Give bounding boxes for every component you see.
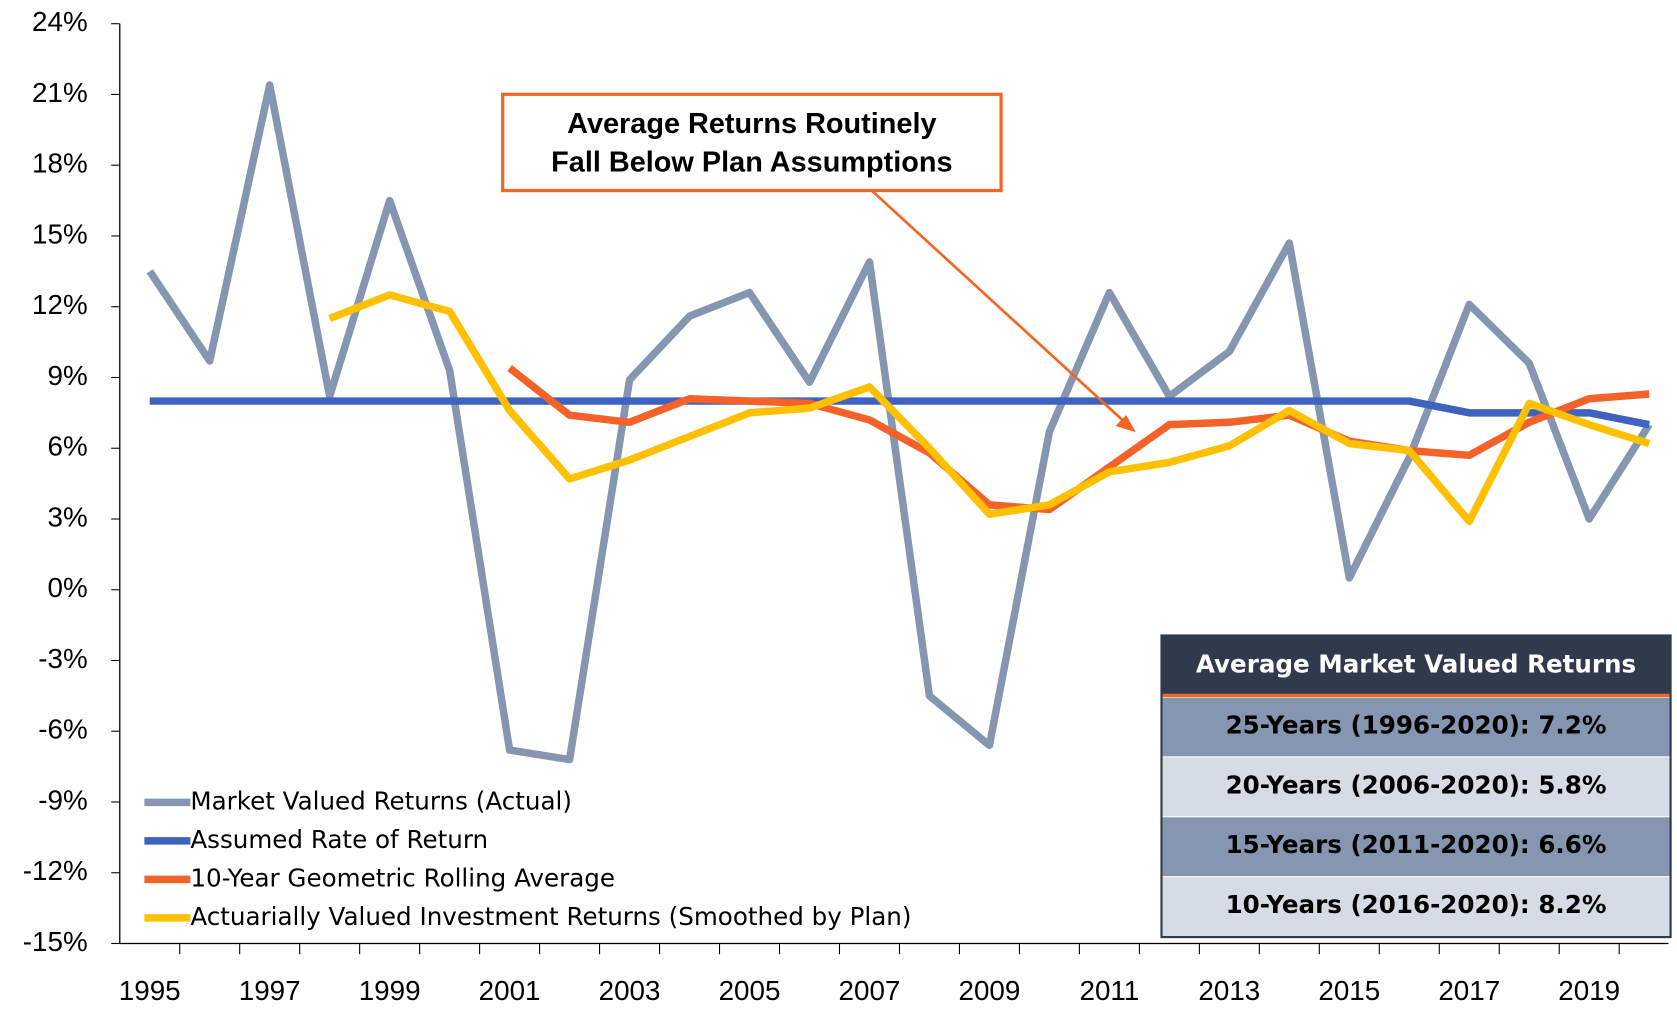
x-tick-label: 1999 [359, 975, 421, 1006]
table-row-bg [1161, 757, 1671, 817]
series-line [328, 291, 1651, 526]
y-tick-label: -15% [23, 926, 88, 957]
y-tick-label: 6% [48, 431, 88, 462]
x-tick-label: 1995 [119, 975, 181, 1006]
x-tick-label: 2011 [1079, 975, 1139, 1006]
x-tick-label: 1997 [239, 975, 301, 1006]
legend-label: Actuarially Valued Investment Returns (S… [190, 902, 911, 931]
table-row: 15-Years (2011-2020): 6.6% [1226, 830, 1607, 859]
y-tick-label: 21% [32, 77, 88, 108]
annotation-arrow [870, 189, 1124, 422]
series-line [146, 81, 1653, 764]
x-tick-label: 2003 [599, 975, 661, 1006]
x-tick-label: 2015 [1318, 975, 1380, 1006]
legend-label: 10-Year Geometric Rolling Average [190, 863, 615, 892]
y-tick-label: 18% [32, 148, 88, 179]
y-tick-label: -6% [38, 714, 87, 745]
y-tick-label: 9% [48, 360, 88, 391]
table-row-bg [1161, 817, 1671, 877]
summary-table: Average Market Valued Returns 25-Years (1… [1160, 634, 1672, 939]
x-tick-label: 2007 [839, 975, 901, 1006]
y-tick-label: 12% [32, 289, 88, 320]
x-tick-label: 2001 [479, 975, 541, 1006]
arrow-head [1115, 415, 1136, 433]
annotation: Average Returns Routinely [567, 108, 936, 140]
y-tick-label: -12% [23, 855, 88, 886]
legend-label: Assumed Rate of Return [190, 825, 488, 854]
x-tick-label: 2009 [959, 975, 1021, 1006]
legend-label: Market Valued Returns (Actual) [190, 786, 572, 815]
y-tick-label: 15% [32, 218, 88, 249]
table-header-bg [1161, 635, 1671, 696]
series-line [149, 397, 1650, 429]
legend: Market Valued Returns (Actual) Assumed Ra… [144, 786, 911, 931]
table-row: 20-Years (2006-2020): 5.8% [1226, 770, 1607, 799]
x-tick-label: 2017 [1438, 975, 1500, 1006]
y-tick-label: -9% [38, 784, 87, 815]
table-header: Average Market Valued Returns [1196, 649, 1636, 678]
y-tick-label: 0% [48, 572, 88, 603]
table-row: 25-Years (1996-2020): 7.2% [1226, 710, 1607, 739]
table-row: 10-Years (2016-2020): 8.2% [1226, 890, 1607, 919]
table-row-bg [1161, 877, 1671, 937]
axes: -15% -12% -9% -6% -3% 0% 3% 6% 9% 12% 15% 18% 21% 24%… [23, 6, 1669, 1006]
y-tick-label: -3% [38, 643, 87, 674]
y-tick-label: 24% [32, 6, 88, 37]
table-border [1160, 634, 1672, 939]
annotation-box [501, 92, 1003, 193]
x-tick-label: 2013 [1198, 975, 1260, 1006]
y-tick-label: 3% [48, 501, 88, 532]
annotation: Fall Below Plan Assumptions [551, 146, 952, 178]
table-row-bg [1161, 697, 1671, 757]
x-tick-label: 2019 [1558, 975, 1620, 1006]
series-lines [146, 81, 1653, 764]
x-tick-label: 2005 [719, 975, 781, 1006]
